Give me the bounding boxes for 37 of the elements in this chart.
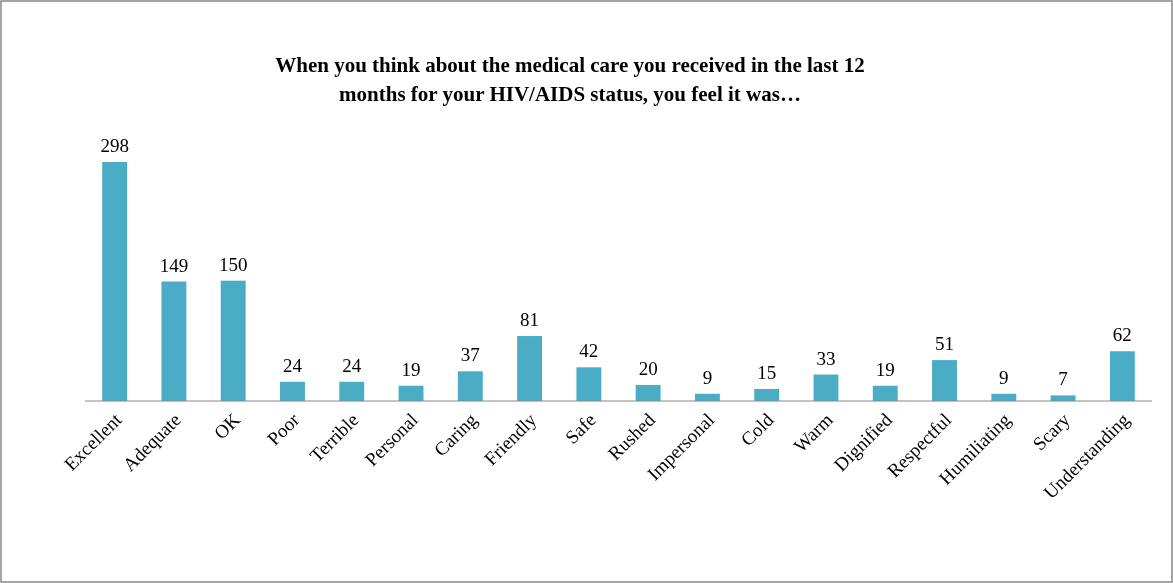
data-label: 51 [935, 333, 955, 355]
data-label: 19 [875, 358, 895, 380]
bar [517, 336, 543, 401]
data-label: 24 [282, 354, 303, 376]
x-tick-label: OK [209, 408, 245, 444]
data-label: 298 [100, 135, 129, 156]
bar [457, 371, 483, 401]
x-tick-label: Poor [263, 408, 304, 450]
bar [102, 162, 128, 401]
bar [1109, 351, 1135, 401]
bar [161, 281, 187, 401]
x-tick-label: Safe [560, 408, 600, 448]
bar [220, 280, 246, 401]
data-label: 33 [816, 347, 836, 369]
data-label: 42 [579, 340, 599, 362]
data-label: 81 [520, 309, 540, 331]
data-label: 15 [757, 361, 777, 383]
data-label: 37 [460, 344, 480, 366]
bar [576, 367, 602, 401]
data-label: 149 [159, 254, 189, 276]
data-label: 62 [1112, 324, 1132, 346]
data-label: 24 [342, 354, 362, 376]
bar [280, 381, 305, 401]
data-label: 20 [638, 357, 658, 379]
chart-title: When you think about the medical care you received in the last 12 months for your HIV/AIDS status, you feel it was… [275, 53, 865, 106]
x-tick-label: Cold [736, 408, 778, 450]
data-label: 9 [999, 366, 1009, 388]
bar [339, 381, 365, 401]
bar [813, 374, 839, 401]
data-label: 9 [702, 366, 713, 388]
data-label: 150 [218, 253, 248, 275]
bar [932, 360, 957, 401]
data-label: 19 [401, 358, 421, 380]
bar [872, 385, 898, 401]
bar [754, 388, 780, 401]
data-label: 7 [1058, 368, 1068, 390]
bar [635, 384, 661, 401]
